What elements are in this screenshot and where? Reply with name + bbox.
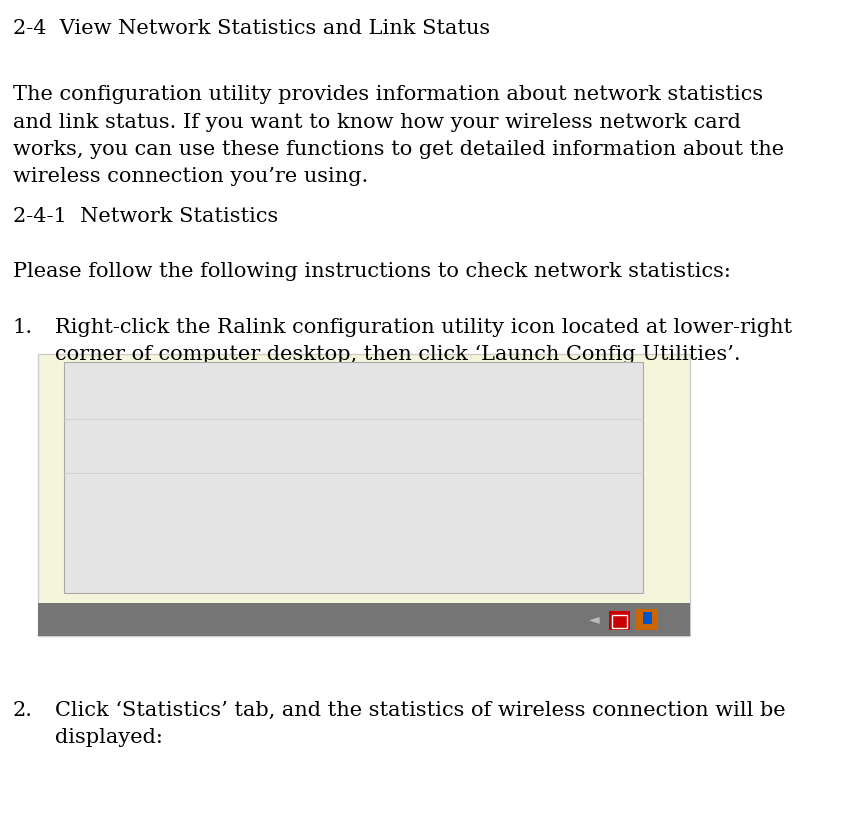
FancyBboxPatch shape [643, 612, 652, 624]
Text: 2.: 2. [13, 701, 32, 720]
Text: 2-4-1  Network Statistics: 2-4-1 Network Statistics [13, 207, 278, 226]
Text: 1.: 1. [13, 318, 33, 337]
Text: ◄: ◄ [590, 612, 600, 627]
FancyBboxPatch shape [64, 362, 643, 593]
FancyBboxPatch shape [609, 611, 630, 630]
Text: The configuration utility provides information about network statistics
and link: The configuration utility provides infor… [13, 85, 784, 186]
FancyBboxPatch shape [38, 354, 690, 636]
Text: Use Zero Configuration as Configuration utility: Use Zero Configuration as Configuration … [81, 436, 487, 454]
Text: Please follow the following instructions to check network statistics:: Please follow the following instructions… [13, 262, 731, 280]
Text: Click ‘Statistics’ tab, and the statistics of wireless connection will be
displa: Click ‘Statistics’ tab, and the statisti… [55, 701, 786, 747]
FancyBboxPatch shape [38, 603, 690, 636]
Text: 2-4  View Network Statistics and Link Status: 2-4 View Network Statistics and Link Sta… [13, 19, 490, 37]
Text: Launch Config Utilities: Launch Config Utilities [81, 379, 276, 397]
FancyBboxPatch shape [636, 609, 658, 630]
Text: Right-click the Ralink configuration utility icon located at lower-right
corner : Right-click the Ralink configuration uti… [55, 318, 792, 364]
Text: Exit: Exit [81, 491, 114, 509]
